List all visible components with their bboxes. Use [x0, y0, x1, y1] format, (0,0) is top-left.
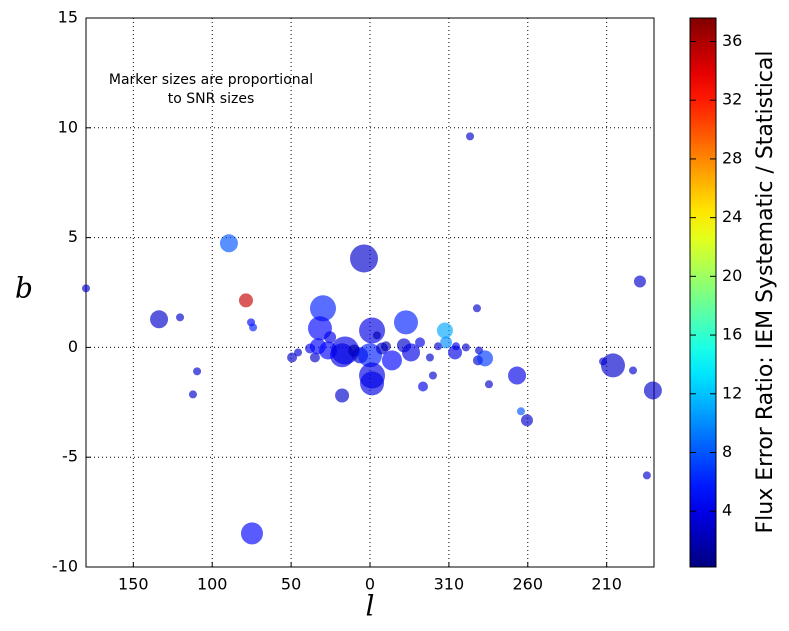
colorbar-tick-label: 24: [722, 207, 742, 226]
colorbar-tick-label: 16: [722, 325, 742, 344]
point: [642, 471, 651, 480]
colorbar-tick-label: 12: [722, 383, 742, 402]
colorbar-tick-label: 32: [722, 90, 742, 109]
point: [477, 350, 494, 367]
point: [358, 343, 382, 368]
point: [150, 310, 169, 329]
y-tick-label: 5: [68, 227, 78, 246]
point: [415, 337, 426, 348]
colorbar-label: Flux Error Ratio: IEM Systematic / Stati…: [753, 50, 778, 533]
colorbar-tick-label: 36: [722, 31, 742, 50]
point: [193, 367, 202, 376]
point: [238, 293, 253, 308]
point: [350, 244, 379, 273]
point: [240, 522, 263, 545]
point: [425, 353, 434, 362]
point: [434, 342, 443, 351]
point: [393, 310, 418, 335]
point: [633, 275, 646, 288]
point: [294, 348, 303, 357]
point: [418, 381, 429, 392]
point: [309, 352, 320, 363]
point: [448, 345, 463, 360]
point: [82, 284, 90, 293]
point: [402, 343, 421, 362]
point: [219, 234, 238, 253]
annotation: Marker sizes are proportional: [109, 72, 313, 88]
point: [520, 414, 533, 427]
point: [436, 322, 453, 339]
point: [335, 388, 350, 403]
point: [484, 380, 493, 389]
point: [472, 304, 481, 313]
point: [461, 343, 470, 352]
point: [372, 331, 381, 340]
point: [331, 336, 360, 365]
point: [309, 295, 336, 322]
point: [359, 317, 386, 344]
y-tick-label: -5: [62, 447, 78, 466]
y-tick-label: 10: [58, 117, 78, 136]
annotation: to SNR sizes: [168, 91, 254, 107]
point: [188, 390, 197, 399]
x-tick-label: 0: [365, 575, 375, 594]
point: [176, 313, 185, 322]
point: [440, 336, 453, 349]
y-tick-label: 0: [68, 337, 78, 356]
y-tick-label: -10: [52, 557, 78, 576]
point: [600, 353, 625, 378]
point: [508, 366, 527, 385]
colorbar: [689, 17, 717, 568]
point: [360, 371, 385, 396]
y-axis-label: b: [15, 272, 33, 305]
point: [249, 323, 258, 332]
point: [324, 331, 337, 344]
point: [643, 381, 662, 400]
point: [381, 350, 402, 371]
colorbar-tick-label: 20: [722, 266, 742, 285]
x-tick-label: 310: [434, 575, 465, 594]
point: [466, 132, 475, 141]
colorbar-tick-label: 28: [722, 148, 742, 167]
point: [380, 341, 391, 352]
x-tick-label: 150: [118, 575, 149, 594]
x-tick-label: 100: [197, 575, 228, 594]
x-axis-label: l: [366, 590, 375, 623]
x-tick-label: 50: [281, 575, 301, 594]
colorbar-tick-label: 8: [722, 442, 732, 461]
x-tick-label: 210: [591, 575, 622, 594]
colorbar-tick-label: 4: [722, 501, 732, 520]
x-tick-label: 260: [513, 575, 544, 594]
point: [428, 371, 437, 380]
y-tick-label: 15: [58, 8, 78, 27]
point: [516, 407, 525, 416]
point: [629, 366, 638, 375]
point: [287, 352, 298, 363]
